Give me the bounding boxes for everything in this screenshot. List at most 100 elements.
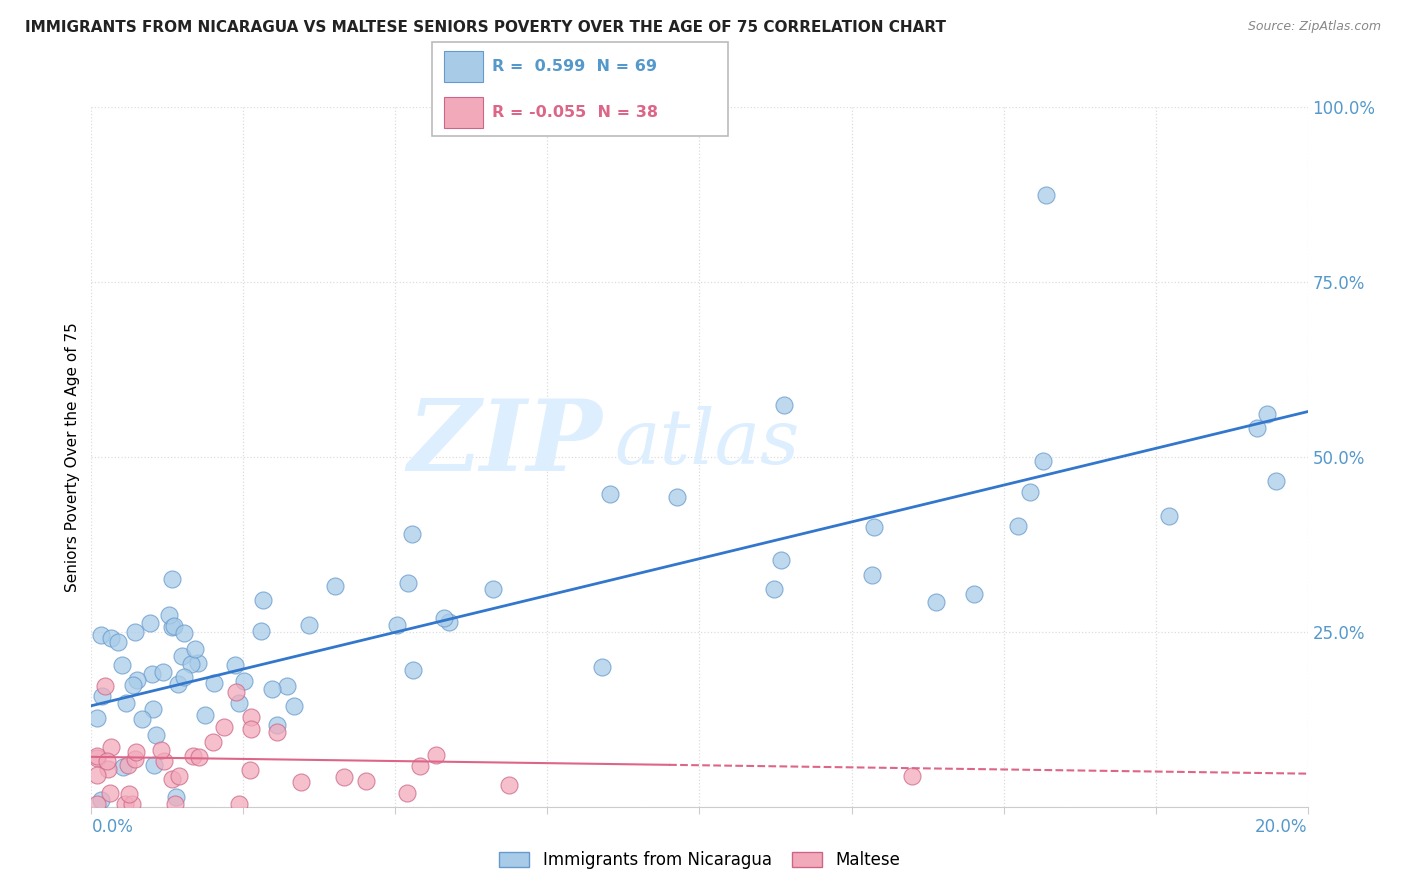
Point (96, 754, 118, 768)
Point (89, 628, 111, 642)
Point (202, 734, 225, 748)
Point (86, 797, 108, 811)
Point (232, 674, 254, 689)
Point (228, 696, 250, 710)
Text: Source: ZipAtlas.com: Source: ZipAtlas.com (1247, 20, 1381, 33)
Point (122, 678, 145, 692)
Point (187, 749, 209, 764)
Point (86, 751, 108, 765)
Bar (444, 51, 484, 82)
Point (112, 760, 135, 774)
Point (433, 611, 456, 625)
Point (86, 748, 108, 763)
Point (125, 673, 148, 687)
Point (167, 677, 190, 691)
Point (901, 769, 924, 783)
Text: 0.0%: 0.0% (91, 818, 134, 836)
Point (762, 582, 785, 596)
Point (599, 486, 621, 500)
Point (262, 681, 284, 696)
Point (769, 552, 792, 566)
Text: IMMIGRANTS FROM NICARAGUA VS MALTESE SENIORS POVERTY OVER THE AGE OF 75 CORRELAT: IMMIGRANTS FROM NICARAGUA VS MALTESE SEN… (25, 20, 946, 35)
Point (173, 670, 195, 684)
Point (252, 592, 274, 607)
Point (169, 769, 191, 783)
Point (591, 660, 613, 674)
Point (145, 728, 167, 742)
Point (115, 696, 138, 710)
Point (409, 759, 432, 773)
Point (124, 625, 146, 640)
Point (183, 748, 205, 763)
Point (228, 797, 250, 811)
Text: 20.0%: 20.0% (1256, 818, 1308, 836)
Point (396, 576, 419, 591)
Point (439, 615, 461, 630)
Point (98, 787, 121, 801)
Point (91, 689, 114, 703)
Point (266, 717, 288, 731)
Point (160, 772, 183, 787)
Point (194, 707, 217, 722)
Point (401, 526, 423, 541)
Point (1019, 485, 1042, 500)
Point (86, 768, 108, 782)
Point (862, 520, 884, 534)
Point (1031, 454, 1053, 468)
Point (125, 746, 148, 760)
Point (173, 625, 195, 640)
Point (160, 572, 183, 586)
Point (114, 797, 136, 811)
Point (425, 747, 447, 762)
Point (94, 679, 117, 693)
Point (354, 774, 377, 789)
Point (963, 586, 986, 600)
Point (283, 699, 305, 714)
Point (163, 797, 186, 811)
Point (86, 711, 108, 725)
Point (96, 762, 118, 776)
Point (162, 619, 184, 633)
Point (160, 620, 183, 634)
Point (860, 567, 883, 582)
Point (1159, 509, 1181, 524)
Text: ZIP: ZIP (408, 395, 602, 491)
Point (124, 752, 146, 766)
Point (396, 786, 419, 800)
Point (107, 635, 129, 649)
Point (225, 685, 247, 699)
Point (212, 720, 235, 734)
Point (925, 595, 948, 609)
Point (180, 657, 202, 672)
Point (333, 770, 356, 784)
Bar (444, 97, 484, 128)
Point (773, 398, 796, 412)
Point (152, 665, 174, 680)
Point (290, 775, 312, 789)
Point (153, 754, 176, 768)
Point (165, 789, 187, 804)
Point (150, 743, 173, 757)
Point (240, 710, 263, 724)
Point (187, 656, 209, 670)
Point (131, 712, 153, 726)
Point (142, 702, 165, 716)
Point (100, 740, 122, 755)
Point (121, 797, 143, 811)
Point (170, 648, 193, 663)
Point (202, 676, 225, 690)
Point (1035, 187, 1057, 202)
Point (481, 582, 503, 596)
Point (323, 579, 346, 593)
Point (1256, 407, 1278, 421)
Point (402, 663, 425, 677)
Point (498, 778, 520, 792)
Point (266, 725, 288, 739)
Point (224, 658, 246, 673)
Text: atlas: atlas (614, 406, 800, 480)
Point (111, 657, 134, 672)
FancyBboxPatch shape (432, 42, 728, 136)
Point (90, 793, 112, 807)
Point (1264, 474, 1286, 488)
Point (118, 787, 141, 801)
